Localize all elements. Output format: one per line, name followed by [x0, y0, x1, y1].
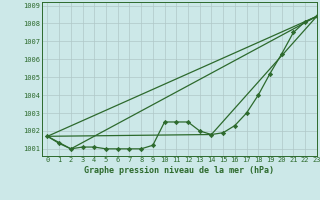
X-axis label: Graphe pression niveau de la mer (hPa): Graphe pression niveau de la mer (hPa) [84, 166, 274, 175]
